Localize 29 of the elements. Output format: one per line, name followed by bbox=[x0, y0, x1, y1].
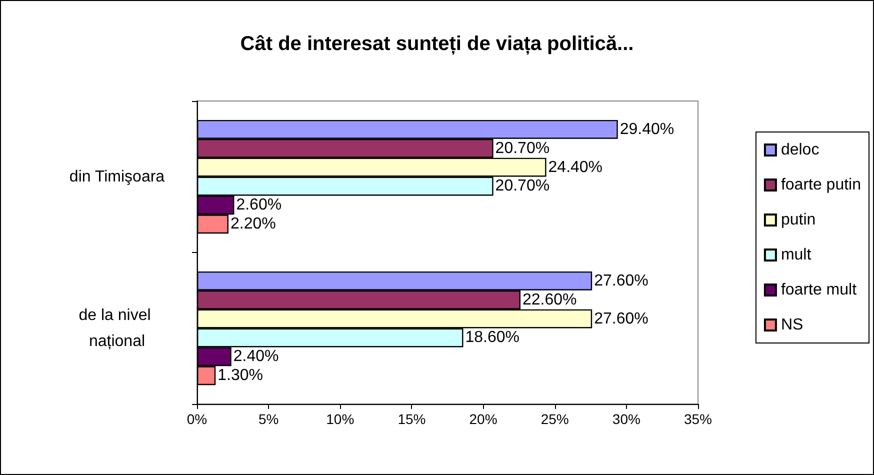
x-tick-label: 35% bbox=[684, 411, 712, 427]
data-label: 2.20% bbox=[230, 216, 276, 233]
legend-label: mult bbox=[780, 246, 812, 264]
legend-label: putin bbox=[780, 212, 816, 228]
data-label: 27.60% bbox=[594, 272, 648, 290]
chart-title: Cât de interesat sunteți de viața politică... bbox=[240, 33, 634, 55]
legend-label: foarte mult bbox=[780, 282, 858, 298]
x-tick-label: 30% bbox=[612, 411, 640, 427]
x-tick-label: 0% bbox=[186, 411, 208, 427]
data-label: 20.70% bbox=[495, 178, 550, 195]
data-label: 18.60% bbox=[465, 329, 520, 346]
x-tick-label: 20% bbox=[469, 411, 498, 427]
x-tick-label: 25% bbox=[540, 411, 569, 427]
data-label: 2.60% bbox=[236, 196, 282, 214]
x-tick-label: 5% bbox=[258, 411, 279, 427]
data-label: 24.40% bbox=[548, 158, 603, 176]
x-tick-label: 10% bbox=[326, 411, 354, 427]
legend-label: deloc bbox=[780, 142, 820, 158]
data-label: 20.70% bbox=[495, 140, 550, 157]
y-tick-label: din Timişoara bbox=[69, 168, 165, 186]
y-tick-label: de la nivel național bbox=[78, 306, 156, 350]
x-tick-label: 15% bbox=[398, 411, 426, 427]
legend-label: NS bbox=[780, 316, 804, 334]
data-label: 22.60% bbox=[522, 291, 577, 308]
data-label: 1.30% bbox=[218, 367, 263, 384]
data-label: 27.60% bbox=[594, 310, 648, 328]
data-label: 2.40% bbox=[233, 348, 279, 366]
data-label: 29.40% bbox=[620, 120, 674, 138]
legend-label: foarte putin bbox=[780, 176, 862, 194]
